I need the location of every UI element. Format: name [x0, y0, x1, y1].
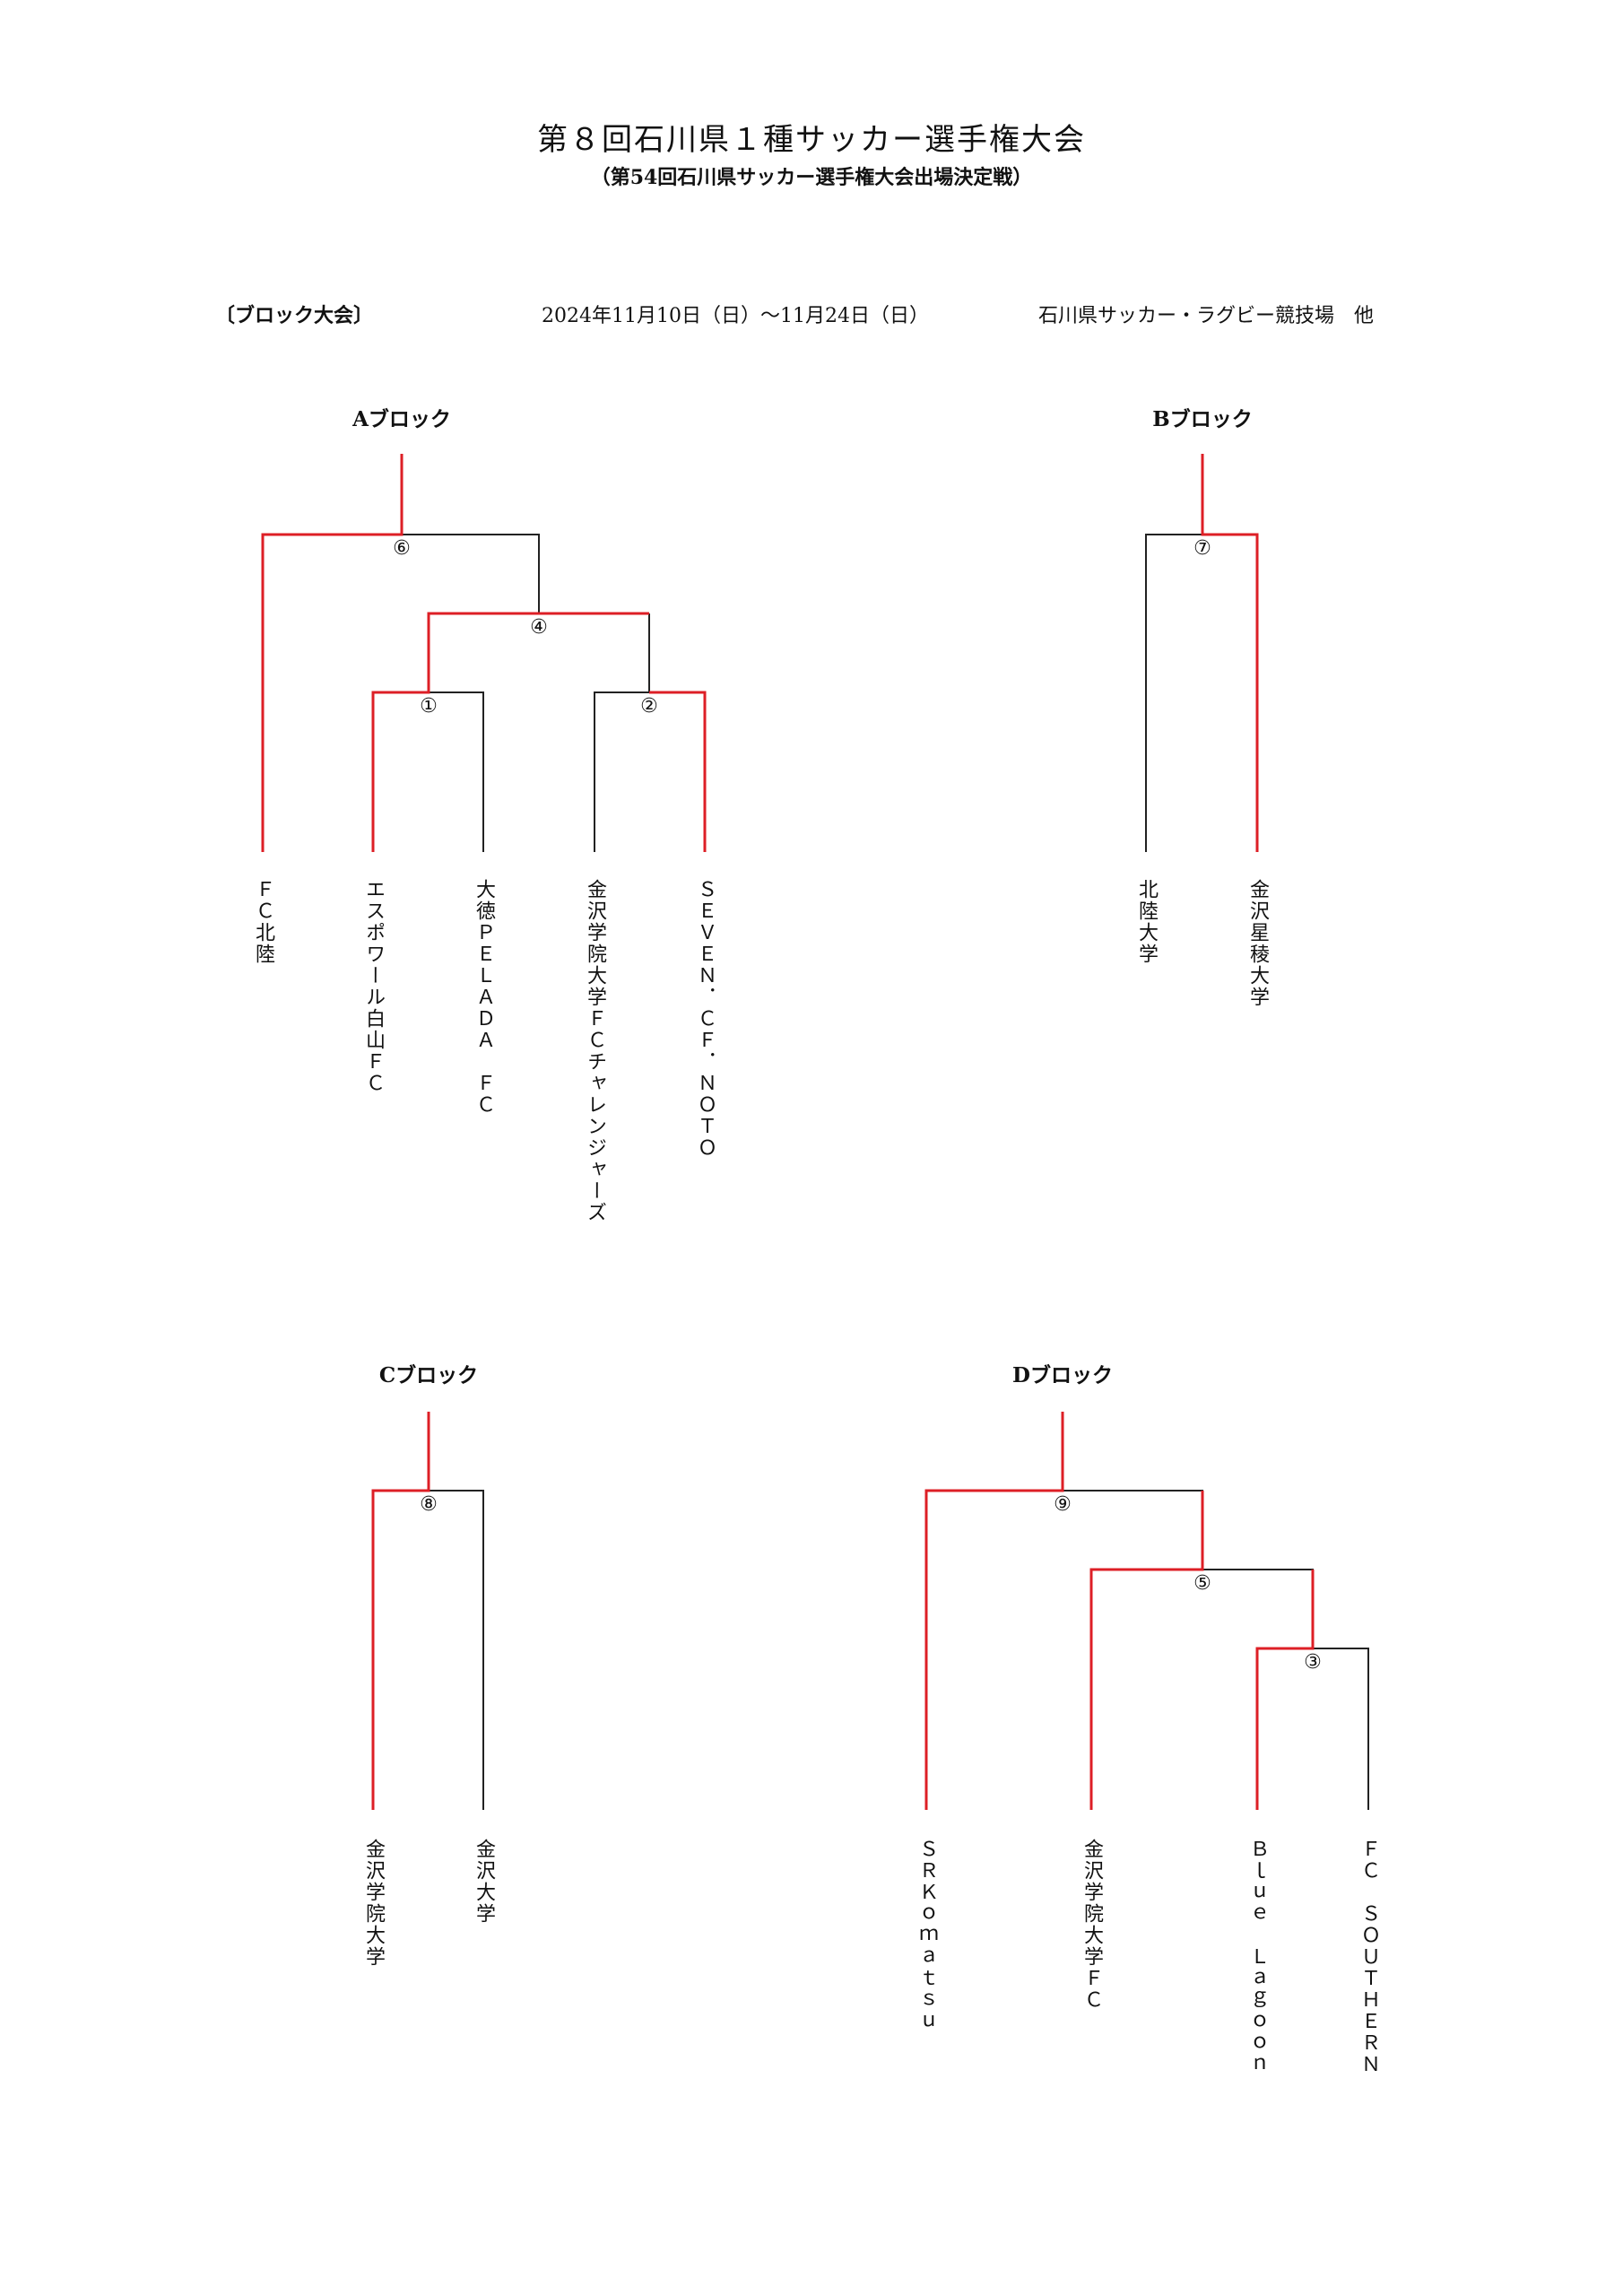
- match-number: ①: [420, 695, 438, 718]
- match-number: ⑥: [393, 537, 411, 560]
- block-a-title: Aブロック: [352, 407, 451, 431]
- team-name: ＦＣ ＳＯＵＴＨＥＲＮ: [1358, 1839, 1380, 2075]
- match-number: ④: [530, 616, 548, 639]
- team-name: ＳＥＶＥＮ．ＣＦ．ＮＯＴＯ: [694, 879, 716, 1159]
- team-name: ＦＣ北陸: [252, 879, 274, 965]
- block-c-title: Cブロック: [378, 1363, 479, 1387]
- match-number: ⑨: [1054, 1493, 1072, 1516]
- match-number: ⑤: [1193, 1572, 1211, 1595]
- match-number: ③: [1304, 1651, 1322, 1674]
- team-name: 金沢学院大学ＦＣチャレンジャーズ: [584, 879, 606, 1223]
- team-name: 大徳ＰＥＬＡＤＡ ＦＣ: [473, 879, 495, 1116]
- match-number: ⑧: [420, 1493, 438, 1516]
- team-name: 金沢大学: [473, 1839, 495, 1925]
- block-d-title: Dブロック: [1012, 1363, 1113, 1387]
- page-subtitle: （第54回石川県サッカー選手権大会出場決定戦）: [590, 166, 1033, 189]
- tournament-venue: 石川県サッカー・ラグビー競技場 他: [1038, 305, 1375, 327]
- section-label: 〔ブロック大会〕: [215, 304, 374, 327]
- page-title: 第８回石川県１種サッカー選手権大会: [537, 122, 1086, 158]
- team-name: ＳＲＫｏｍａｔｓｕ: [916, 1839, 938, 2032]
- block-b-title: Bブロック: [1152, 407, 1253, 431]
- tournament-dates: 2024年11月10日（日）～11月24日（日）: [542, 305, 929, 327]
- team-name: 金沢学院大学ＦＣ: [1081, 1839, 1103, 2011]
- match-number: ②: [640, 695, 658, 718]
- team-name: 金沢星稜大学: [1246, 879, 1269, 1008]
- team-name: Ｂｌｕｅ Ｌａｇｏｏｎ: [1246, 1839, 1269, 2075]
- team-name: 北陸大学: [1135, 879, 1158, 965]
- team-name: 金沢学院大学: [362, 1839, 385, 1968]
- team-name: エスポワール白山ＦＣ: [362, 879, 385, 1094]
- match-number: ⑦: [1193, 537, 1211, 560]
